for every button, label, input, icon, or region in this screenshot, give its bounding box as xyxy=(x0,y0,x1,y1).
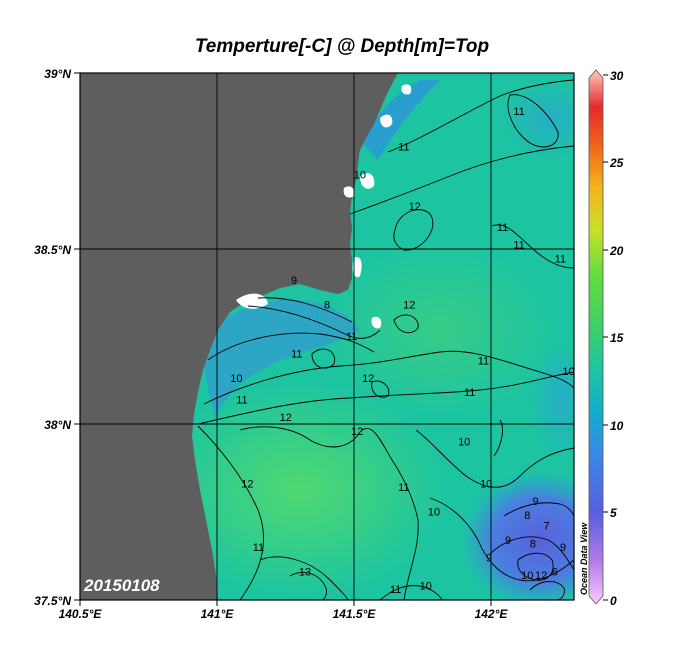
contour-label: 10 xyxy=(562,366,574,378)
y-tick-label: 38°N xyxy=(44,418,71,432)
date-stamp: 20150108 xyxy=(83,576,160,595)
contour-label: 6 xyxy=(552,566,558,578)
x-tick-label: 140.5°E xyxy=(59,607,103,621)
contour-label: 10 xyxy=(354,169,366,181)
colorbar-gradient xyxy=(588,69,604,605)
contour-label: 11 xyxy=(513,106,524,118)
contour-label: 7 xyxy=(544,521,550,533)
contour-label: 11 xyxy=(513,240,524,252)
contour-label: 10 xyxy=(230,373,242,385)
contour-label: 11 xyxy=(236,394,247,406)
y-tick-label: 37.5°N xyxy=(34,594,71,608)
x-tick-label: 141°E xyxy=(201,607,235,621)
contour-label: 12 xyxy=(241,479,253,491)
contour-label: 12 xyxy=(362,373,374,385)
contour-lines xyxy=(197,79,575,601)
contour-label: 11 xyxy=(346,331,357,343)
contour-label: 11 xyxy=(398,141,409,153)
colorbar-tick-label: 15 xyxy=(610,331,624,345)
contour-label: 8 xyxy=(530,538,536,550)
island-shapes xyxy=(236,84,412,329)
contour-label: 10 xyxy=(458,436,470,448)
contour-label: 9 xyxy=(560,542,566,554)
x-tick-label: 142°E xyxy=(475,607,509,621)
contour-label: 10 xyxy=(521,570,533,582)
contour-label: 12 xyxy=(403,299,415,311)
watermark-text: Ocean Data View xyxy=(579,522,589,595)
colorbar-tick-label: 25 xyxy=(609,156,624,170)
land-mass xyxy=(80,73,398,600)
contour-label: 12 xyxy=(351,426,363,438)
contour-label: 9 xyxy=(486,552,492,564)
contour-label: 10 xyxy=(428,507,440,519)
plot-frame xyxy=(79,72,575,601)
y-tick-label: 39°N xyxy=(44,67,71,81)
contour-label: 11 xyxy=(398,482,409,494)
contour-label: 9 xyxy=(505,535,511,547)
contour-label: 11 xyxy=(478,356,489,368)
axis-ticks xyxy=(74,72,492,606)
colorbar-tick-label: 0 xyxy=(610,594,617,608)
contour-label: 11 xyxy=(555,254,566,266)
contour-label: 8 xyxy=(524,510,530,522)
lat-lon-grid xyxy=(80,73,574,600)
contour-label: 11 xyxy=(291,349,302,361)
contour-label: 13 xyxy=(299,566,311,578)
contour-label: 11 xyxy=(253,542,264,554)
x-tick-label: 141.5°E xyxy=(333,607,377,621)
contour-label: 12 xyxy=(409,201,421,213)
contour-label: 12 xyxy=(280,412,292,424)
contour-label: 9 xyxy=(291,275,297,287)
colorbar: 30 25 20 15 10 5 0 xyxy=(588,69,624,608)
colorbar-tick-label: 20 xyxy=(609,244,624,258)
colorbar-tick-label: 30 xyxy=(610,69,624,83)
y-tick-label: 38.5°N xyxy=(34,243,71,257)
contour-label: 11 xyxy=(497,222,508,234)
colorbar-tick-label: 10 xyxy=(610,419,624,433)
contour-label: 11 xyxy=(390,584,401,596)
plot-title: Temperture[-C] @ Depth[m]=Top xyxy=(194,36,490,57)
contour-label: 10 xyxy=(480,479,492,491)
contour-label: 10 xyxy=(420,581,432,593)
contour-label: 11 xyxy=(464,387,475,399)
contour-label: 8 xyxy=(324,299,330,311)
contour-label: 12 xyxy=(535,570,547,582)
contour-label: 9 xyxy=(533,496,539,508)
colorbar-tick-label: 5 xyxy=(610,506,617,520)
